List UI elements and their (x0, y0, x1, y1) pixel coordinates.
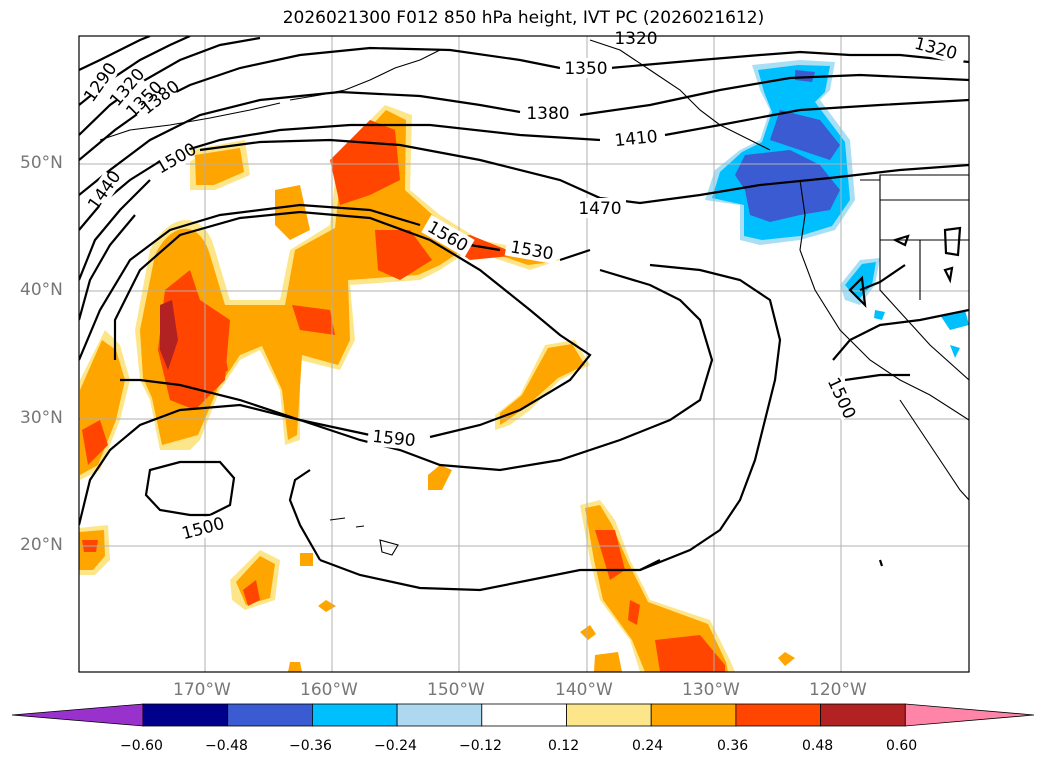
lon-label-130w: 130°W (682, 680, 740, 700)
colorbar-segment (820, 703, 906, 727)
colorbar-tick: −0.60 (120, 738, 163, 754)
contour-label-1380-east: 1380 (526, 104, 569, 124)
contour-label-1410: 1410 (614, 127, 659, 151)
colorbar-segment (481, 703, 567, 727)
map-title: 2026021300 F012 850 hPa height, IVT PC (… (282, 8, 765, 28)
colorbar-extend-min (11, 703, 144, 727)
coastlines (99, 39, 969, 556)
map-plot-area (79, 36, 969, 672)
colorbar-segment (396, 703, 483, 727)
colorbar-tick: −0.36 (289, 738, 332, 754)
lat-label-40n: 40°N (20, 280, 63, 300)
contour-label-1350-east: 1350 (564, 59, 607, 79)
lon-label-150w: 150°W (427, 680, 485, 700)
lon-label-120w: 120°W (809, 680, 867, 700)
colorbar-segment (142, 703, 229, 727)
lon-label-140w: 140°W (555, 680, 613, 700)
colorbar-tick: 0.36 (717, 738, 749, 754)
contour-label-backgrounds (82, 36, 968, 545)
contour-label-1590: 1590 (371, 427, 416, 451)
colorbar-tick: −0.12 (459, 738, 502, 754)
lat-label-30n: 30°N (20, 408, 63, 428)
map-frame (78, 35, 970, 673)
lat-label-50n: 50°N (20, 153, 63, 173)
lon-label-170w: 170°W (173, 680, 231, 700)
colorbar-segment (566, 703, 652, 727)
contour-label-1470: 1470 (578, 199, 621, 219)
colorbar-segment (650, 703, 737, 727)
lon-label-160w: 160°W (300, 680, 358, 700)
positive-ivt-shading (79, 105, 795, 672)
colorbar-tick: −0.24 (374, 738, 417, 754)
colorbar-segment (311, 703, 398, 727)
colorbar-tick: 0.48 (802, 738, 834, 754)
colorbar-tick: 0.12 (548, 738, 580, 754)
colorbar-segment (735, 703, 822, 727)
colorbar-segment (227, 703, 313, 727)
colorbar-tick: 0.24 (632, 738, 664, 754)
colorbar-tick: 0.60 (886, 738, 918, 754)
colorbar-extend-max (904, 703, 1035, 727)
lat-label-20n: 20°N (20, 535, 63, 555)
colorbar-tick: −0.48 (205, 738, 248, 754)
colorbar (11, 703, 1035, 727)
contour-label-1320-top: 1320 (614, 29, 657, 49)
